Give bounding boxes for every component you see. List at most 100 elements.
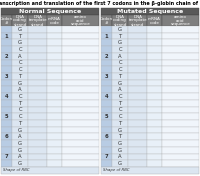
Bar xyxy=(147,147,162,154)
Bar xyxy=(28,100,47,107)
Text: G: G xyxy=(18,81,22,86)
Text: C: C xyxy=(118,114,122,119)
Bar xyxy=(112,15,128,26)
Bar xyxy=(147,59,162,66)
Text: A: A xyxy=(118,54,122,59)
Bar xyxy=(1,15,12,26)
Text: T: T xyxy=(118,101,122,106)
Bar xyxy=(162,73,199,80)
Bar xyxy=(128,120,147,127)
Bar xyxy=(12,107,28,113)
Bar xyxy=(112,66,128,73)
Bar xyxy=(47,93,62,100)
Bar xyxy=(147,15,162,26)
Bar xyxy=(28,59,47,66)
Bar xyxy=(1,100,12,107)
Bar xyxy=(162,127,199,133)
Text: 5: 5 xyxy=(5,114,8,119)
Bar xyxy=(47,86,62,93)
Text: DNA
coding
strand: DNA coding strand xyxy=(113,14,127,27)
Bar xyxy=(112,127,128,133)
Bar xyxy=(128,93,147,100)
Text: G: G xyxy=(118,161,122,166)
Text: 2: 2 xyxy=(105,54,108,59)
Bar xyxy=(28,53,47,59)
Bar xyxy=(62,120,99,127)
Bar xyxy=(28,120,47,127)
Text: 4: 4 xyxy=(105,94,108,99)
Text: T: T xyxy=(18,34,22,39)
Bar xyxy=(47,39,62,46)
Bar xyxy=(47,33,62,39)
Bar xyxy=(12,86,28,93)
Bar xyxy=(28,147,47,154)
Bar xyxy=(1,46,12,53)
Bar xyxy=(112,133,128,140)
Bar xyxy=(1,86,12,93)
Bar xyxy=(112,100,128,107)
Text: G: G xyxy=(118,128,122,133)
Bar xyxy=(47,113,62,120)
Bar xyxy=(62,59,99,66)
Bar xyxy=(1,160,12,167)
Bar xyxy=(12,93,28,100)
Bar xyxy=(62,133,99,140)
Text: G: G xyxy=(18,141,22,146)
Text: 7: 7 xyxy=(5,154,8,159)
Bar xyxy=(62,53,99,59)
Text: G: G xyxy=(118,141,122,146)
Bar xyxy=(28,80,47,86)
Bar xyxy=(12,127,28,133)
Text: 4: 4 xyxy=(5,94,8,99)
Text: G: G xyxy=(118,27,122,32)
Text: DNA
template
strand: DNA template strand xyxy=(28,14,47,27)
Bar xyxy=(112,154,128,160)
Bar xyxy=(147,26,162,33)
Bar xyxy=(128,100,147,107)
Text: A: A xyxy=(18,54,22,59)
Bar xyxy=(128,160,147,167)
Text: mRNA
code: mRNA code xyxy=(148,17,161,24)
Bar xyxy=(62,140,99,147)
Text: G: G xyxy=(18,148,22,153)
Text: DNA
template
strand: DNA template strand xyxy=(128,14,147,27)
Bar xyxy=(162,86,199,93)
Bar xyxy=(162,140,199,147)
Bar xyxy=(28,133,47,140)
Text: C: C xyxy=(118,67,122,72)
Bar xyxy=(162,53,199,59)
Bar xyxy=(28,33,47,39)
Bar xyxy=(128,33,147,39)
Text: 1: 1 xyxy=(5,34,8,39)
Text: C: C xyxy=(18,107,22,112)
Bar xyxy=(101,100,112,107)
Text: C: C xyxy=(118,107,122,112)
Bar xyxy=(28,160,47,167)
Bar xyxy=(112,93,128,100)
Bar xyxy=(47,53,62,59)
Bar xyxy=(47,26,62,33)
Bar xyxy=(62,66,99,73)
Bar xyxy=(162,160,199,167)
Bar xyxy=(101,107,112,113)
Bar xyxy=(1,113,12,120)
Bar xyxy=(162,107,199,113)
Bar xyxy=(1,107,12,113)
Bar xyxy=(128,154,147,160)
Bar xyxy=(1,127,12,133)
Bar xyxy=(147,120,162,127)
Bar xyxy=(112,140,128,147)
Text: 7: 7 xyxy=(105,154,108,159)
Bar xyxy=(147,107,162,113)
Bar xyxy=(12,15,28,26)
Text: G: G xyxy=(18,27,22,32)
Bar xyxy=(128,107,147,113)
Bar xyxy=(28,113,47,120)
Bar xyxy=(1,147,12,154)
Bar xyxy=(128,66,147,73)
Bar xyxy=(47,147,62,154)
Bar xyxy=(101,127,112,133)
Bar xyxy=(62,39,99,46)
Bar xyxy=(162,39,199,46)
Bar xyxy=(12,120,28,127)
